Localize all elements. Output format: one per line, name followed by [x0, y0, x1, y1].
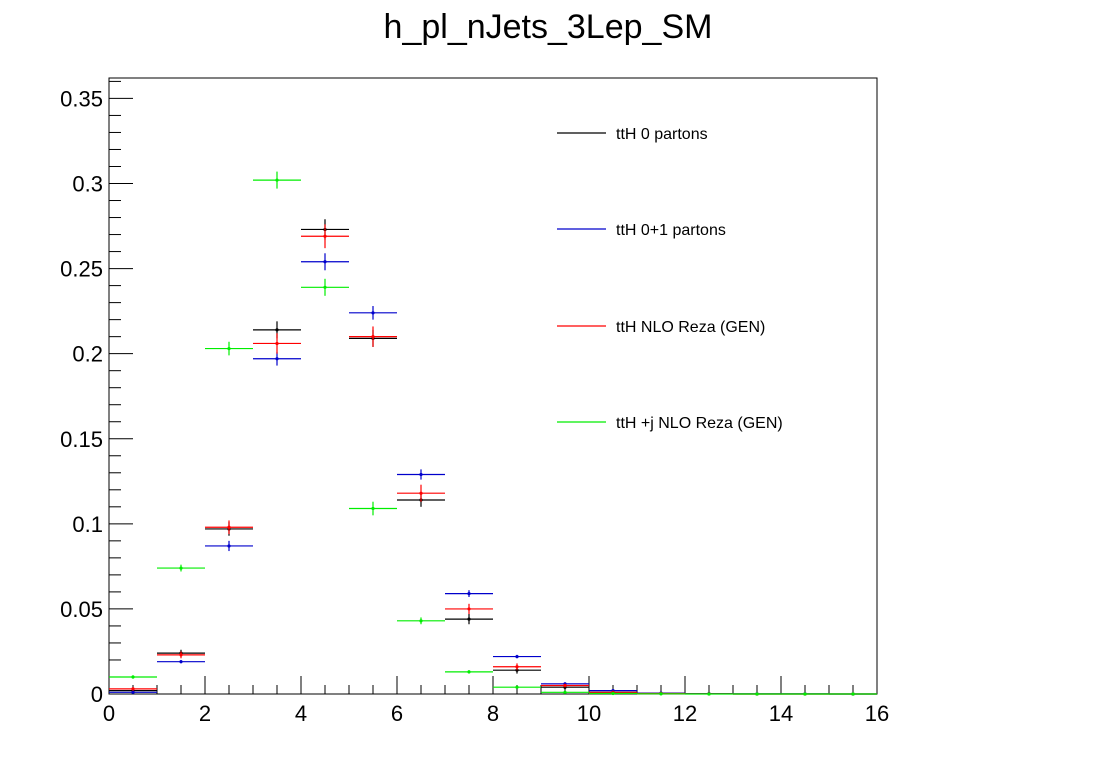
- data-point: [131, 675, 135, 679]
- data-point: [467, 670, 471, 674]
- data-point: [803, 692, 807, 696]
- data-point: [515, 654, 519, 659]
- x-tick-label: 8: [487, 701, 499, 726]
- data-point: [131, 687, 135, 691]
- data-point: [515, 665, 519, 669]
- data-point: [515, 685, 519, 689]
- y-tick-label: 0.15: [60, 427, 103, 452]
- legend: ttH 0 partons ttH 0+1 partons ttH NLO Reza…: [557, 126, 783, 432]
- data-point: [323, 234, 327, 238]
- data-point: [179, 566, 183, 570]
- data-point: [659, 692, 663, 696]
- data-point: [323, 260, 327, 264]
- data-point: [275, 328, 279, 332]
- x-tick-label: 14: [769, 701, 793, 726]
- y-tick-label: 0.25: [60, 257, 103, 282]
- x-tick-label: 4: [295, 701, 307, 726]
- data-point: [563, 690, 567, 694]
- data-marks: [109, 171, 877, 696]
- data-point: [275, 178, 279, 182]
- x-tick-label: 2: [199, 701, 211, 726]
- data-point: [371, 506, 375, 511]
- x-tick-label: 10: [577, 701, 601, 726]
- data-point: [467, 592, 471, 596]
- y-tick-label: 0.1: [72, 512, 103, 537]
- legend-label: ttH 0 partons: [616, 126, 708, 143]
- data-point: [323, 285, 327, 289]
- data-point: [179, 660, 183, 664]
- data-point: [419, 619, 423, 623]
- data-point: [227, 525, 231, 529]
- axes: 0 2 4 6 8 10 12 14 16 0 0.05 0.1 0.15 0.2 0.25 0.3 0.35: [60, 80, 889, 726]
- data-point: [611, 691, 615, 696]
- data-point: [707, 692, 711, 696]
- data-point: [755, 692, 759, 696]
- data-point: [371, 311, 375, 315]
- data-point: [563, 683, 567, 688]
- data-point: [227, 346, 231, 351]
- data-point: [275, 341, 279, 346]
- data-point: [467, 617, 471, 621]
- data-point: [851, 692, 855, 696]
- chart-title: h_pl_nJets_3Lep_SM: [384, 8, 713, 46]
- y-tick-label: 0.2: [72, 342, 103, 367]
- legend-label: ttH +j NLO Reza (GEN): [616, 415, 783, 432]
- x-tick-label: 12: [673, 701, 697, 726]
- plot-frame: [108, 77, 878, 695]
- y-tick-label: 0.3: [72, 172, 103, 197]
- data-point: [419, 491, 423, 495]
- data-point: [371, 335, 375, 339]
- x-tick-label: 0: [103, 701, 115, 726]
- legend-label: ttH 0+1 partons: [616, 222, 726, 239]
- data-point: [515, 668, 519, 672]
- data-point: [419, 472, 423, 477]
- series-2: [109, 224, 877, 696]
- data-point: [227, 544, 231, 548]
- series-3: [109, 171, 877, 696]
- data-point: [275, 357, 279, 361]
- series-0: [109, 219, 877, 696]
- data-point: [179, 653, 183, 657]
- y-tick-label: 0: [91, 682, 103, 707]
- x-tick-label: 16: [865, 701, 889, 726]
- data-point: [131, 690, 135, 694]
- legend-label: ttH NLO Reza (GEN): [616, 319, 765, 336]
- y-tick-label: 0.35: [60, 86, 103, 111]
- data-point: [467, 607, 471, 611]
- y-tick-label: 0.05: [60, 597, 103, 622]
- x-tick-label: 6: [391, 701, 403, 726]
